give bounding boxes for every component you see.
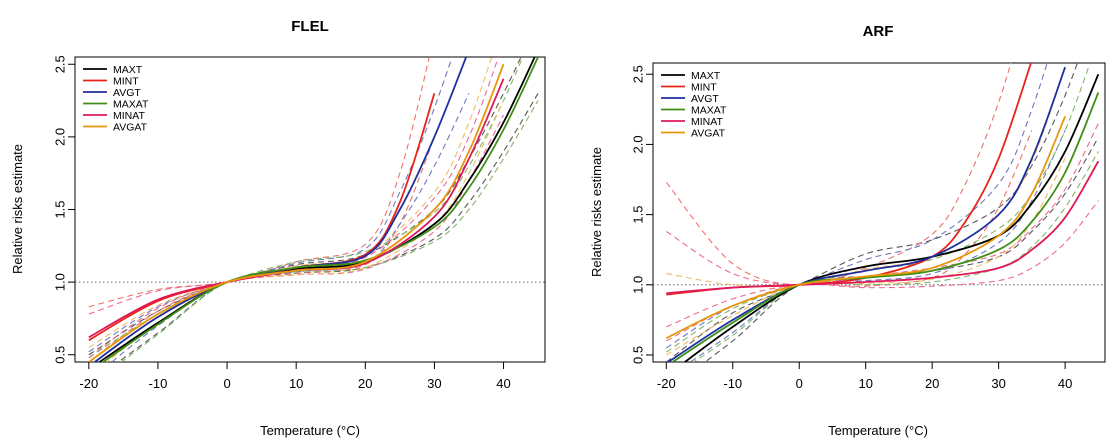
series-line-avgt bbox=[93, 57, 468, 362]
ci-upper-line-avgt bbox=[88, 57, 453, 353]
ci-upper-line-maxt bbox=[665, 63, 1079, 362]
legend-label-maxt: MAXT bbox=[113, 64, 143, 76]
x-tick-label: 0 bbox=[796, 376, 803, 391]
x-tick-label: 20 bbox=[358, 376, 372, 391]
y-tick-label: 2.0 bbox=[630, 135, 645, 153]
ci-upper-line-minat bbox=[665, 123, 1099, 286]
x-tick-label: 30 bbox=[427, 376, 441, 391]
ci-upper-line-mint bbox=[665, 63, 1012, 286]
ci-upper-line-minat bbox=[88, 57, 500, 315]
x-tick-label: 40 bbox=[496, 376, 510, 391]
ci-lower-line-maxat bbox=[120, 100, 539, 362]
legend-label-maxat: MAXAT bbox=[113, 99, 149, 111]
ci-upper-line-avgat bbox=[666, 67, 1066, 288]
series-lines bbox=[653, 63, 1105, 362]
x-tick-label: -10 bbox=[149, 376, 168, 391]
legend-label-minat: MINAT bbox=[113, 110, 145, 122]
legend-label-minat: MINAT bbox=[691, 116, 723, 128]
y-tick-label: 1.0 bbox=[52, 273, 67, 291]
legend-label-mint: MINT bbox=[691, 82, 717, 94]
chart-title: FLEL bbox=[291, 18, 329, 35]
chart-panel-flel: FLEL Temperature (°C) Relative risks est… bbox=[10, 18, 546, 438]
legend-label-avgat: AVGAT bbox=[691, 128, 726, 140]
series-line-minat bbox=[88, 78, 505, 339]
series-line-avgt bbox=[666, 66, 1066, 362]
y-axis-label: Relative risks estimate bbox=[589, 147, 604, 277]
y-tick-label: 1.5 bbox=[630, 206, 645, 224]
legend-label-avgt: AVGT bbox=[113, 87, 141, 99]
axis-ticks: -20 -10 0 10 20 30 40 0.5 1.0 1.5 2.0 2.5 bbox=[630, 65, 1072, 391]
ci-lower-line-minat bbox=[666, 200, 1099, 328]
x-tick-label: 0 bbox=[223, 376, 230, 391]
series-line-avgat bbox=[665, 115, 1066, 339]
axis-ticks: -20 -10 0 10 20 30 40 0.5 1.0 1.5 2.0 2.5 bbox=[52, 55, 510, 391]
y-tick-label: 1.0 bbox=[630, 276, 645, 294]
y-tick-label: 2.5 bbox=[630, 65, 645, 83]
series-line-avgat bbox=[88, 63, 505, 362]
y-tick-label: 0.5 bbox=[52, 346, 67, 364]
ci-upper-line-maxat bbox=[665, 63, 1091, 353]
ci-lower-line-avgt bbox=[689, 130, 1066, 362]
x-tick-label: 10 bbox=[289, 376, 303, 391]
y-tick-label: 0.5 bbox=[630, 346, 645, 364]
y-tick-label: 2.0 bbox=[52, 128, 67, 146]
x-axis-label: Temperature (°C) bbox=[260, 423, 360, 438]
chart-title: ARF bbox=[863, 23, 894, 40]
x-tick-label: 30 bbox=[991, 376, 1005, 391]
ci-upper-line-mint bbox=[88, 57, 430, 308]
ci-lower-line-mint bbox=[666, 130, 1033, 342]
legend-label-avgt: AVGT bbox=[691, 93, 719, 105]
ci-lower-line-avgat bbox=[106, 100, 505, 362]
x-tick-label: 10 bbox=[858, 376, 872, 391]
y-axis-label: Relative risks estimate bbox=[10, 144, 25, 274]
x-tick-label: -20 bbox=[79, 376, 98, 391]
ci-upper-line-avgat bbox=[88, 57, 493, 348]
ci-upper-line-avgt bbox=[665, 63, 1048, 349]
ci-lower-line-avgat bbox=[666, 158, 1066, 356]
y-tick-label: 1.5 bbox=[52, 200, 67, 218]
ci-upper-line-maxt bbox=[88, 57, 522, 356]
x-tick-label: -20 bbox=[657, 376, 676, 391]
ci-lower-line-maxat bbox=[692, 151, 1099, 362]
series-line-maxt bbox=[683, 73, 1100, 362]
series-line-maxat bbox=[671, 92, 1100, 362]
x-tick-label: 40 bbox=[1058, 376, 1072, 391]
x-axis-label: Temperature (°C) bbox=[828, 423, 928, 438]
x-tick-label: 20 bbox=[925, 376, 939, 391]
series-line-maxat bbox=[101, 57, 539, 362]
legend-label-maxt: MAXT bbox=[691, 70, 721, 82]
y-tick-label: 2.5 bbox=[52, 55, 67, 73]
plot-frame bbox=[652, 62, 1106, 363]
series-line-minat bbox=[666, 160, 1100, 295]
series-line-maxt bbox=[97, 57, 536, 362]
legend-label-avgat: AVGAT bbox=[113, 122, 148, 134]
legend-label-mint: MINT bbox=[113, 76, 139, 88]
legend-label-maxat: MAXAT bbox=[691, 105, 727, 117]
ci-lower-line-maxt bbox=[117, 93, 539, 362]
x-tick-label: -10 bbox=[723, 376, 742, 391]
series-lines bbox=[75, 57, 545, 362]
chart-panel-arf: ARF Temperature (°C) Relative risks esti… bbox=[589, 23, 1106, 438]
